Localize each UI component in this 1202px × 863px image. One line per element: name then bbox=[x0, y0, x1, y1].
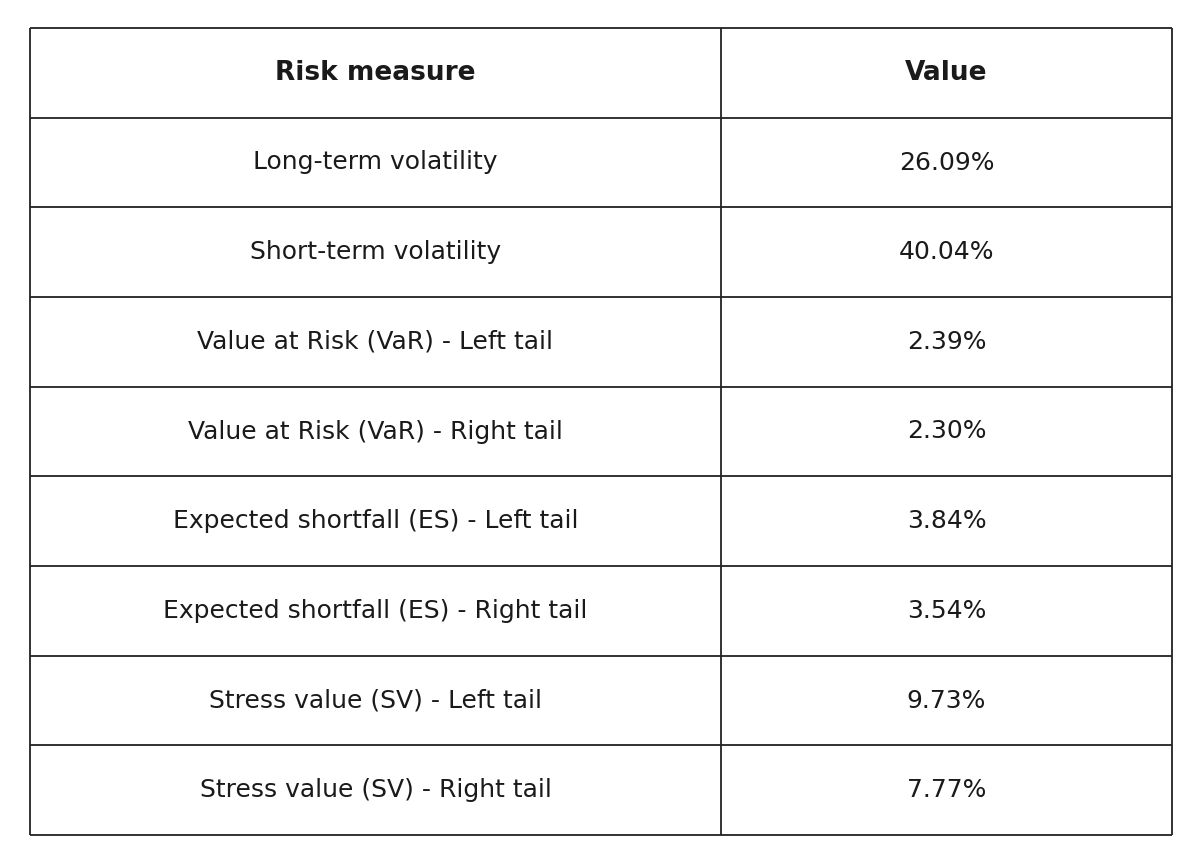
Text: 9.73%: 9.73% bbox=[906, 689, 986, 713]
Text: 3.84%: 3.84% bbox=[906, 509, 987, 533]
Text: 2.30%: 2.30% bbox=[906, 419, 986, 444]
Text: Stress value (SV) - Left tail: Stress value (SV) - Left tail bbox=[209, 689, 542, 713]
Text: Value at Risk (VaR) - Left tail: Value at Risk (VaR) - Left tail bbox=[197, 330, 553, 354]
Text: 7.77%: 7.77% bbox=[906, 778, 986, 803]
Text: Stress value (SV) - Right tail: Stress value (SV) - Right tail bbox=[200, 778, 552, 803]
Text: Expected shortfall (ES) - Left tail: Expected shortfall (ES) - Left tail bbox=[173, 509, 578, 533]
Text: Risk measure: Risk measure bbox=[275, 60, 476, 85]
Text: Long-term volatility: Long-term volatility bbox=[254, 150, 498, 174]
Text: Short-term volatility: Short-term volatility bbox=[250, 240, 501, 264]
Text: Value at Risk (VaR) - Right tail: Value at Risk (VaR) - Right tail bbox=[188, 419, 563, 444]
Text: 26.09%: 26.09% bbox=[899, 150, 994, 174]
Text: 40.04%: 40.04% bbox=[899, 240, 994, 264]
Text: 3.54%: 3.54% bbox=[906, 599, 986, 623]
Text: Value: Value bbox=[905, 60, 988, 85]
Text: Expected shortfall (ES) - Right tail: Expected shortfall (ES) - Right tail bbox=[163, 599, 588, 623]
Text: 2.39%: 2.39% bbox=[906, 330, 986, 354]
